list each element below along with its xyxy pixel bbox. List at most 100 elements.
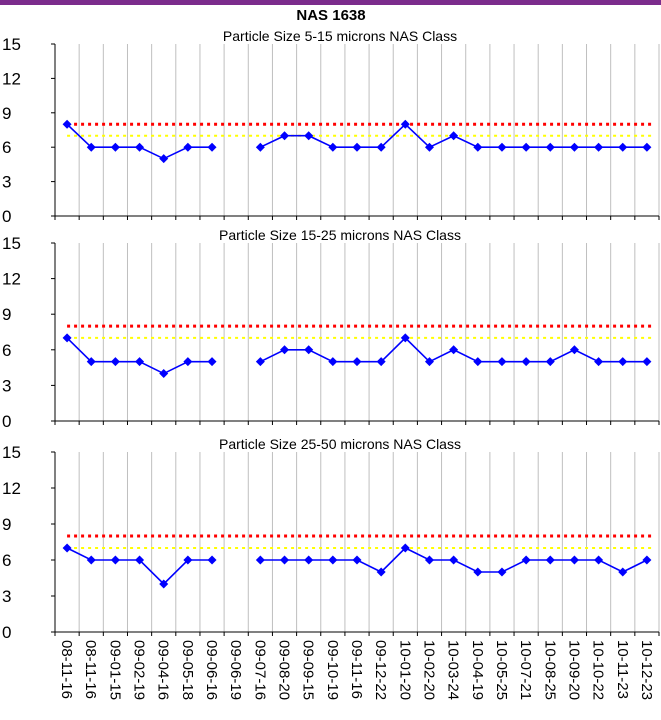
data-point [521, 142, 531, 152]
data-point [110, 555, 120, 565]
x-tick-label: 10-03-24 [445, 640, 462, 700]
x-tick-label: 09-04-16 [155, 640, 172, 700]
data-point [86, 142, 96, 152]
x-tick-label: 10-08-25 [541, 640, 558, 700]
data-point [449, 555, 459, 565]
data-point [400, 333, 410, 343]
data-point [255, 357, 265, 367]
data-point [545, 142, 555, 152]
x-tick-label: 08-11-16 [82, 640, 99, 699]
data-point [159, 579, 169, 589]
data-point [642, 142, 652, 152]
x-tick-label: 09-12-22 [372, 640, 389, 700]
y-tick-label: 6 [2, 341, 11, 360]
data-point [521, 357, 531, 367]
data-point [594, 357, 604, 367]
data-point [304, 345, 314, 355]
data-point [400, 119, 410, 129]
data-point [424, 142, 434, 152]
x-tick-label: 10-10-22 [590, 640, 607, 700]
data-point [473, 142, 483, 152]
data-point [255, 142, 265, 152]
y-tick-label: 9 [2, 104, 11, 123]
x-tick-label: 09-07-16 [251, 640, 268, 700]
data-point [183, 142, 193, 152]
data-point [376, 357, 386, 367]
data-point [207, 357, 217, 367]
data-point [135, 142, 145, 152]
data-point [352, 142, 362, 152]
y-tick-label: 15 [2, 443, 21, 462]
y-tick-label: 9 [2, 305, 11, 324]
series-line [66, 123, 213, 160]
x-tick-label: 10-12-23 [638, 640, 655, 700]
data-point [207, 555, 217, 565]
data-point [594, 142, 604, 152]
data-point [135, 555, 145, 565]
data-point [545, 555, 555, 565]
data-point [497, 142, 507, 152]
data-point [569, 345, 579, 355]
x-tick-label: 08-11-16 [58, 640, 75, 699]
data-point [255, 555, 265, 565]
data-point [424, 357, 434, 367]
data-point [159, 369, 169, 379]
data-point [304, 131, 314, 141]
x-axis-tick-labels: 08-11-16 08-11-16 09-01-15 09-02-19 09-04-16… [58, 640, 655, 700]
data-point [352, 555, 362, 565]
panel-3: Particle Size 25-50 microns NAS Class 0 3 6… [2, 436, 660, 642]
data-point [328, 357, 338, 367]
x-tick-label: 10-04-19 [469, 640, 486, 700]
x-tick-label: 09-11-16 [348, 640, 365, 699]
data-point [449, 131, 459, 141]
data-point [618, 357, 628, 367]
x-tick-label: 09-08-20 [276, 640, 293, 700]
data-point [110, 142, 120, 152]
panel-title: Particle Size 25-50 microns NAS Class [219, 436, 461, 452]
y-tick-label: 6 [2, 551, 11, 570]
data-point [618, 142, 628, 152]
x-tick-label: 09-01-15 [106, 640, 123, 700]
x-tick-label: 10-11-23 [614, 640, 631, 699]
data-point [135, 357, 145, 367]
data-point [207, 142, 217, 152]
x-tick-label: 10-07-21 [517, 640, 534, 700]
data-point [642, 555, 652, 565]
data-point [569, 142, 579, 152]
y-tick-label: 0 [2, 412, 11, 431]
panel-title: Particle Size 15-25 microns NAS Class [219, 227, 461, 243]
x-tick-label: 10-05-25 [493, 640, 510, 700]
x-tick-label: 10-01-20 [396, 640, 413, 700]
data-point [594, 555, 604, 565]
x-tick-label: 10-02-20 [420, 640, 437, 700]
data-point [86, 555, 96, 565]
x-tick-label: 09-10-19 [324, 640, 341, 700]
data-point [280, 345, 290, 355]
data-point [376, 567, 386, 577]
data-point [497, 357, 507, 367]
data-point [280, 131, 290, 141]
y-tick-label: 12 [2, 479, 21, 498]
data-point [449, 345, 459, 355]
data-point [62, 333, 72, 343]
data-point [400, 543, 410, 553]
data-point [62, 543, 72, 553]
x-tick-label: 09-05-18 [179, 640, 196, 700]
y-tick-label: 15 [2, 35, 21, 54]
y-tick-label: 6 [2, 138, 11, 157]
data-point [424, 555, 434, 565]
y-tick-label: 12 [2, 270, 21, 289]
y-tick-label: 0 [2, 207, 11, 226]
data-point [328, 142, 338, 152]
data-point [183, 555, 193, 565]
y-tick-label: 3 [2, 376, 11, 395]
panel-title: Particle Size 5-15 microns NAS Class [223, 28, 457, 44]
panel-1: Particle Size 5-15 microns NAS Class 0 3 6 9… [2, 28, 660, 226]
x-tick-label: 09-06-16 [203, 640, 220, 700]
data-point [110, 357, 120, 367]
x-tick-label: 10-09-20 [565, 640, 582, 700]
y-tick-label: 3 [2, 587, 11, 606]
chart-panels: Particle Size 5-15 microns NAS Class 0 3 6 9… [2, 28, 660, 642]
data-point [545, 357, 555, 367]
